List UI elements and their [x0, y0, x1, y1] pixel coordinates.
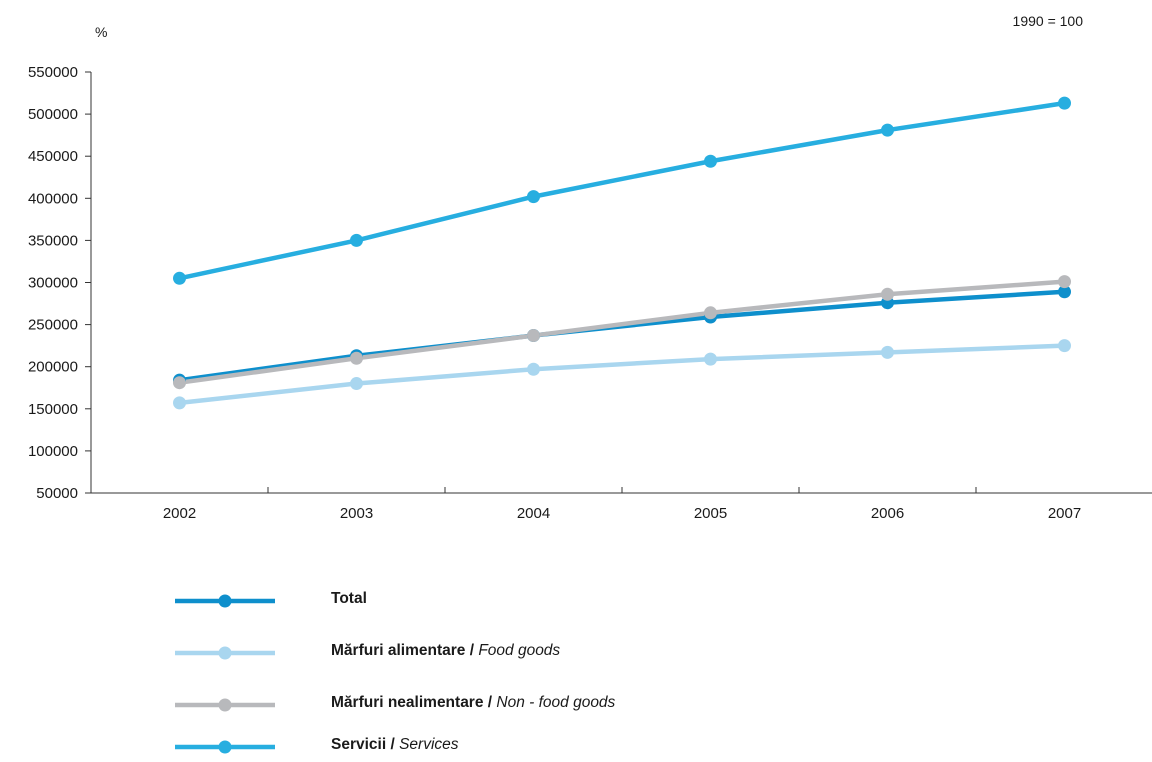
series-line-3 [179, 100, 1065, 281]
x-tick-label: 2006 [871, 505, 904, 522]
data-point [350, 351, 363, 365]
legend-swatch-marker [218, 698, 232, 712]
legend-label-en: Services [399, 736, 459, 753]
data-point [704, 154, 717, 168]
legend-item-non-food-goods: Mărfuri nealimentare / Non - food goods [175, 690, 875, 720]
x-tick-label: 2003 [340, 505, 373, 522]
legend-item-total: Total [175, 586, 875, 616]
y-tick-label: 450000 [28, 148, 78, 165]
y-tick-label: 200000 [28, 359, 78, 376]
y-tick-label: 50000 [36, 485, 78, 502]
legend-swatch-food-goods [175, 646, 275, 660]
legend-label-ro: Mărfuri nealimentare [331, 694, 484, 711]
data-point [881, 345, 894, 359]
y-tick-label: 150000 [28, 401, 78, 418]
legend-item-food-goods: Mărfuri alimentare / Food goods [175, 638, 875, 668]
data-point [1058, 275, 1071, 289]
data-point [527, 329, 540, 343]
legend-label-services: Servicii / Services [331, 736, 459, 753]
data-point [350, 377, 363, 391]
y-tick-label: 100000 [28, 443, 78, 460]
data-point [881, 123, 894, 137]
data-point [350, 233, 363, 247]
legend-label-food-goods: Mărfuri alimentare / Food goods [331, 642, 561, 659]
y-tick-label: 250000 [28, 317, 78, 334]
legend-swatch-marker [218, 740, 232, 754]
legend-label-en: Food goods [478, 642, 561, 659]
data-point [1058, 285, 1071, 299]
legend-label-en: Non - food goods [496, 694, 616, 711]
line-chart: % 1990 = 100 550000 500000 450000 400000 350… [28, 13, 1152, 522]
data-point [1058, 339, 1071, 353]
x-tick-label: 2007 [1048, 505, 1081, 522]
legend-label-total: Total [331, 590, 367, 608]
data-point [527, 190, 540, 204]
legend-label-non-food-goods: Mărfuri nealimentare / Non - food goods [331, 694, 616, 711]
data-point [881, 287, 894, 301]
data-point [173, 376, 186, 390]
data-point [704, 352, 717, 366]
series-points [173, 96, 1071, 410]
data-point [527, 362, 540, 376]
series-line-1 [179, 343, 1065, 406]
y-tick-label: 400000 [28, 190, 78, 207]
legend-label-ro: Mărfuri alimentare [331, 642, 466, 659]
data-point [1058, 96, 1071, 110]
y-tick-label: 550000 [28, 64, 78, 81]
base-note: 1990 = 100 [1013, 13, 1084, 29]
x-tick-label: 2002 [163, 505, 196, 522]
data-point [173, 396, 186, 410]
y-unit-label: % [95, 24, 107, 40]
legend-label-ro: Total [331, 590, 367, 607]
data-point [173, 271, 186, 285]
legend-item-services: Servicii / Services [175, 732, 875, 762]
y-tick-label: 500000 [28, 106, 78, 123]
x-tick-label: 2004 [517, 505, 550, 522]
x-tick-labels: 2002 2003 2004 2005 2006 2007 [163, 505, 1081, 522]
series-line-0 [179, 289, 1065, 383]
axes [85, 71, 1152, 494]
legend-swatch-marker [218, 646, 232, 660]
x-tick-label: 2005 [694, 505, 727, 522]
legend-swatch-total [175, 594, 275, 608]
legend-swatch-services [175, 740, 275, 754]
y-tick-label: 300000 [28, 275, 78, 292]
legend-label-ro: Servicii [331, 736, 387, 753]
series-line-2 [179, 279, 1065, 385]
legend-swatch-non-food-goods [175, 698, 275, 712]
y-tick-label: 350000 [28, 232, 78, 249]
data-point [704, 306, 717, 320]
series-lines [179, 100, 1065, 406]
legend-swatch-marker [218, 594, 232, 608]
y-tick-labels: 550000 500000 450000 400000 350000 300000 2500… [28, 64, 78, 502]
